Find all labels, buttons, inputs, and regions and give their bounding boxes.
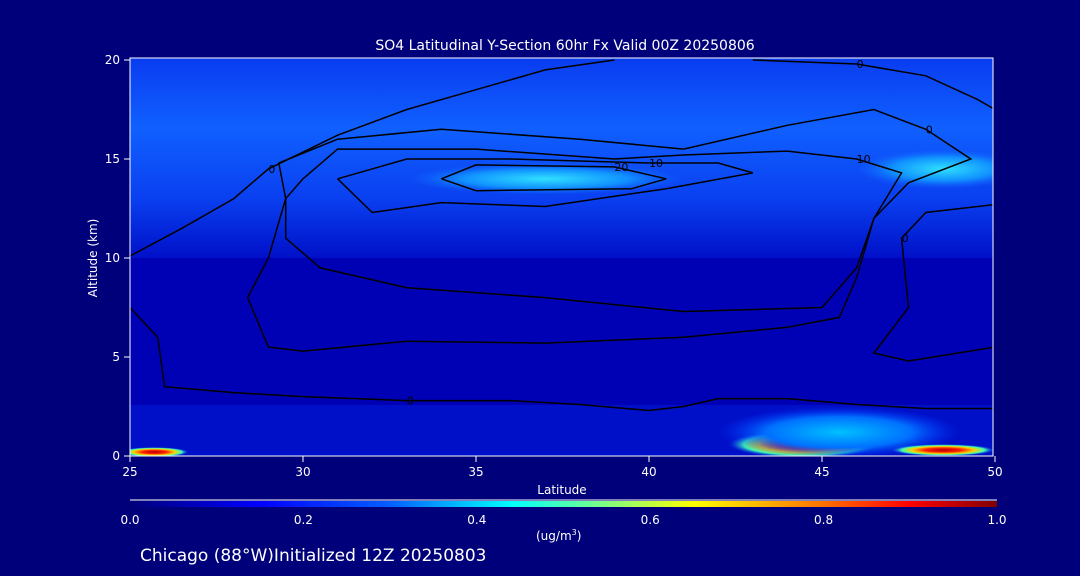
- concentration-region: [718, 406, 961, 456]
- colorbar-units: (ug/m3): [536, 528, 581, 543]
- colorbar-tick-label: 0.8: [814, 513, 833, 527]
- x-tick-label: 35: [468, 465, 483, 479]
- concentration-region: [856, 149, 993, 189]
- colorbar-tick-label: 0.4: [467, 513, 486, 527]
- y-tick-label: 10: [105, 251, 120, 265]
- y-axis-label: Altitude (km): [86, 219, 100, 298]
- x-tick-label: 50: [987, 465, 1002, 479]
- x-tick-label: 40: [641, 465, 656, 479]
- colorbar-tick-label: 0.6: [641, 513, 660, 527]
- contour-line-10: [284, 148, 903, 313]
- contour-line-0: [130, 306, 993, 412]
- concentration-region: [891, 444, 993, 456]
- plot-frame: [129, 57, 994, 457]
- colorbar-tick-label: 1.0: [987, 513, 1006, 527]
- y-tick-label: 15: [105, 152, 120, 166]
- contour-label: 0: [926, 123, 933, 136]
- contour-line-20: [441, 164, 667, 192]
- y-tick-label: 0: [112, 449, 120, 463]
- contour-line-0: [130, 59, 615, 257]
- contour-line-10: [337, 158, 754, 214]
- contour-label: 0: [857, 58, 864, 71]
- contour-line-0: [872, 203, 993, 362]
- contour-line-0: [246, 108, 973, 352]
- x-tick-label: 25: [122, 465, 137, 479]
- concentration-region: [130, 447, 189, 456]
- contour-label: 10: [857, 153, 871, 166]
- y-tick-label: 5: [112, 350, 120, 364]
- contour-line-0: [752, 59, 993, 110]
- concentration-region: [406, 162, 684, 195]
- x-axis-label: Latitude: [537, 483, 586, 497]
- contour-label: 0: [902, 232, 909, 245]
- colorbar: [130, 501, 997, 507]
- contour-label: 0: [407, 395, 414, 408]
- footer-location-init: Chicago (88°W)Initialized 12Z 20250803: [140, 546, 486, 566]
- contour-label: 20: [614, 161, 628, 174]
- colorbar-tick-label: 0.0: [120, 513, 139, 527]
- plot-area: 0 0 10 10 20 0 0 0: [130, 58, 993, 456]
- x-tick-label: 45: [814, 465, 829, 479]
- y-tick-label: 20: [105, 53, 120, 67]
- x-tick-label: 30: [295, 465, 310, 479]
- contour-label: 0: [268, 163, 275, 176]
- chart-title: SO4 Latitudinal Y-Section 60hr Fx Valid …: [375, 38, 754, 54]
- colorbar-tick-label: 0.2: [294, 513, 313, 527]
- contour-label: 10: [649, 157, 663, 170]
